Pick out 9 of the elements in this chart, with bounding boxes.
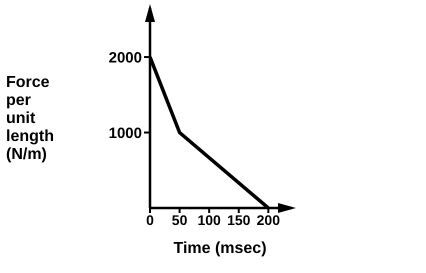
y-axis-title: Force per unit length (N/m)	[6, 74, 55, 164]
x-tick-label: 100	[197, 212, 222, 228]
x-tick-label: 50	[172, 212, 188, 228]
x-tick-label: 0	[146, 212, 154, 228]
x-tick-label: 200	[256, 212, 280, 228]
x-axis-title: Time (msec)	[172, 240, 268, 258]
y-tick-label: 1000	[108, 124, 142, 142]
x-tick-label: 150	[227, 212, 251, 228]
y-tick-label: 2000	[108, 49, 142, 66]
